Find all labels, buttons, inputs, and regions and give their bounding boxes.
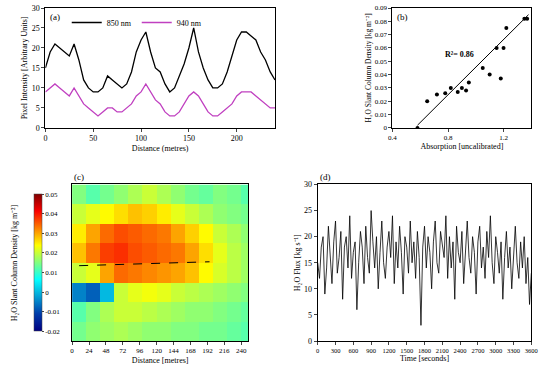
svg-text:1500: 1500 [400,347,413,354]
svg-text:72: 72 [119,347,127,355]
svg-text:50: 50 [89,134,97,143]
svg-text:0.05: 0.05 [375,58,388,66]
svg-text:Distance [metres]: Distance [metres] [132,356,189,365]
svg-text:(d): (d) [320,172,331,182]
svg-text:1800: 1800 [418,347,431,354]
svg-text:0.01: 0.01 [45,269,58,277]
svg-text:0.08: 0.08 [375,18,388,26]
svg-text:48: 48 [102,347,110,355]
svg-text:10: 10 [32,84,40,93]
svg-text:-0.01: -0.01 [45,308,60,316]
svg-text:96: 96 [136,347,144,355]
svg-text:-0.02: -0.02 [45,328,60,336]
svg-text:0.02: 0.02 [45,249,58,257]
svg-text:100: 100 [135,134,147,143]
svg-text:24: 24 [86,347,94,355]
svg-text:Pixel Intensity [Arbitrary Uni: Pixel Intensity [Arbitrary Units] [20,16,29,119]
svg-text:0: 0 [308,337,312,346]
svg-text:144: 144 [168,347,179,355]
svg-text:0: 0 [36,124,40,133]
svg-text:216: 216 [219,347,230,355]
svg-text:150: 150 [183,134,195,143]
svg-text:192: 192 [202,347,213,355]
svg-text:Distance (metres): Distance (metres) [132,144,189,153]
svg-text:H₂O Flux [kg s⁻¹]: H₂O Flux [kg s⁻¹] [293,234,302,291]
svg-text:10: 10 [304,285,312,294]
svg-text:1.2: 1.2 [499,134,508,142]
svg-text:0: 0 [384,124,388,132]
svg-text:0.4: 0.4 [388,134,397,142]
svg-text:0.03: 0.03 [45,230,58,238]
svg-text:3300: 3300 [507,347,520,354]
svg-text:5: 5 [36,104,40,113]
svg-text:120: 120 [151,347,162,355]
svg-text:Time [seconds]: Time [seconds] [400,354,450,363]
svg-text:0: 0 [45,289,49,297]
svg-text:0.09: 0.09 [375,4,388,12]
svg-text:300: 300 [331,347,341,354]
svg-text:0.03: 0.03 [375,84,388,92]
svg-text:240: 240 [236,347,247,355]
svg-text:(c): (c) [74,172,84,182]
svg-text:(b): (b) [397,12,408,22]
svg-text:H₂O Slant Column Density [kg m: H₂O Slant Column Density [kg m⁻²] [364,13,373,122]
svg-text:25: 25 [304,206,312,215]
svg-text:3000: 3000 [489,347,502,354]
svg-text:2400: 2400 [454,347,467,354]
svg-text:1200: 1200 [382,347,395,354]
svg-text:0.06: 0.06 [375,44,388,52]
svg-text:0: 0 [70,347,74,355]
svg-text:200: 200 [231,134,243,143]
svg-text:168: 168 [185,347,196,355]
svg-text:600: 600 [348,347,358,354]
svg-text:0.05: 0.05 [45,191,58,199]
svg-text:850 nm: 850 nm [107,19,132,28]
svg-text:15: 15 [304,259,312,268]
svg-text:0.07: 0.07 [375,31,388,39]
svg-text:940 nm: 940 nm [177,19,202,28]
svg-text:Absorption [uncalibrated]: Absorption [uncalibrated] [420,142,503,151]
svg-text:20: 20 [304,232,312,241]
svg-text:R²= 0.86: R²= 0.86 [445,50,474,59]
svg-text:2100: 2100 [436,347,449,354]
svg-text:5: 5 [308,311,312,320]
svg-text:25: 25 [32,24,40,33]
svg-text:0.8: 0.8 [444,134,453,142]
svg-text:30: 30 [304,180,312,189]
svg-text:0: 0 [316,347,319,354]
svg-text:0.04: 0.04 [375,71,388,79]
svg-text:30: 30 [32,4,40,13]
svg-text:0: 0 [43,134,47,143]
svg-text:3600: 3600 [525,347,538,354]
svg-text:2700: 2700 [471,347,484,354]
svg-text:0.02: 0.02 [375,98,388,106]
svg-text:900: 900 [366,347,376,354]
svg-text:H₂O Slant Column Density [kg m: H₂O Slant Column Density [kg m⁻²] [10,205,19,322]
svg-text:0.04: 0.04 [45,210,58,218]
svg-text:20: 20 [32,44,40,53]
svg-text:(a): (a) [50,12,60,22]
svg-text:15: 15 [32,64,40,73]
svg-text:0.01: 0.01 [375,111,388,119]
